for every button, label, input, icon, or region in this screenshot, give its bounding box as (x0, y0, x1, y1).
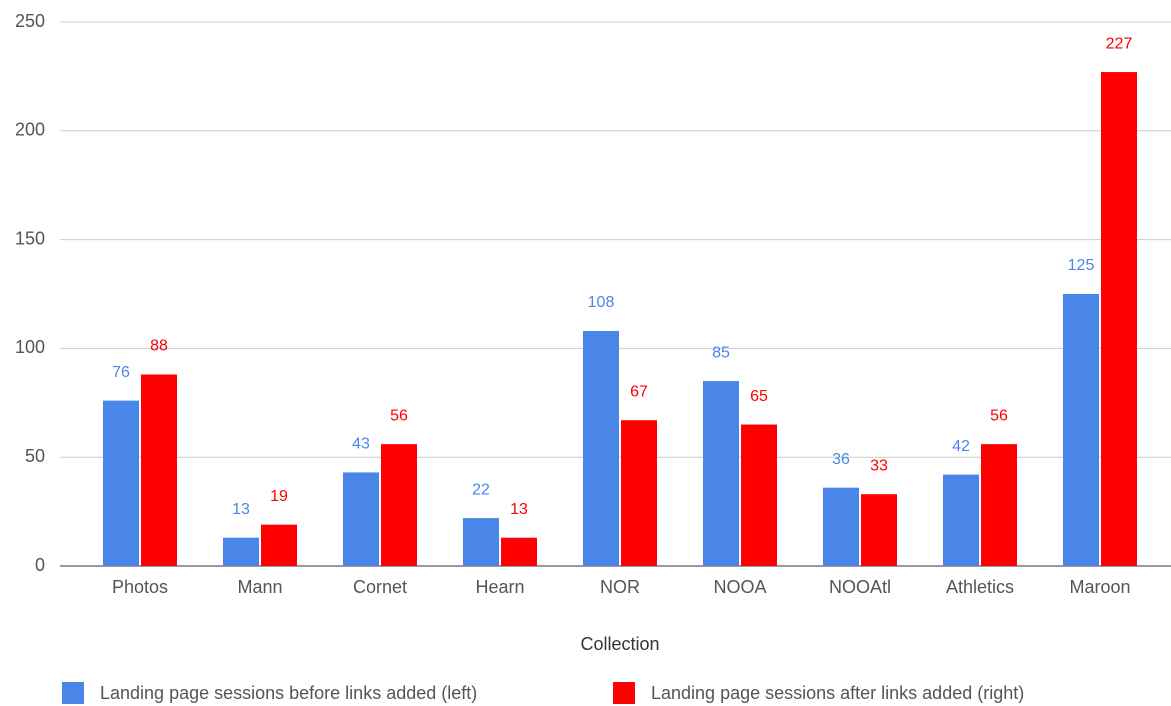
bar (943, 474, 979, 566)
data-label: 85 (712, 344, 730, 361)
data-label: 67 (630, 383, 648, 400)
x-tick-label: Photos (112, 577, 168, 597)
x-tick-label: NOOA (713, 577, 766, 597)
data-label: 227 (1106, 35, 1133, 52)
data-label: 43 (352, 436, 370, 453)
x-tick-label: Hearn (475, 577, 524, 597)
data-label: 36 (832, 451, 850, 468)
data-label: 42 (952, 438, 970, 455)
data-label: 33 (870, 457, 888, 474)
legend-swatch (613, 682, 635, 704)
bar (343, 472, 379, 566)
bar (981, 444, 1017, 566)
y-tick-label: 150 (15, 228, 45, 248)
bar (583, 330, 619, 566)
data-label: 65 (750, 388, 768, 405)
bar (501, 537, 537, 566)
bar (223, 537, 259, 566)
data-label: 88 (150, 338, 168, 355)
bar (463, 518, 499, 566)
x-axis-title: Collection (580, 634, 659, 654)
y-tick-label: 0 (35, 555, 45, 575)
data-label: 19 (270, 488, 288, 505)
x-tick-label: Athletics (946, 577, 1014, 597)
x-tick-label: Cornet (353, 577, 407, 597)
y-tick-label: 100 (15, 337, 45, 357)
bar (381, 444, 417, 566)
x-tick-label: NOOAtl (829, 577, 891, 597)
bar (1101, 72, 1137, 566)
bar (621, 420, 657, 566)
bar (103, 400, 139, 566)
bar (141, 374, 177, 566)
bar (823, 487, 859, 566)
data-label: 56 (390, 407, 408, 424)
x-tick-label: Mann (237, 577, 282, 597)
bar (741, 424, 777, 566)
x-tick-label: Maroon (1069, 577, 1130, 597)
data-label: 13 (232, 501, 250, 518)
y-tick-label: 250 (15, 11, 45, 31)
data-label: 108 (588, 294, 615, 311)
y-tick-label: 50 (25, 446, 45, 466)
data-label: 22 (472, 481, 490, 498)
bar (861, 494, 897, 566)
y-tick-label: 200 (15, 120, 45, 140)
bar (703, 381, 739, 566)
data-label: 76 (112, 364, 130, 381)
bar (261, 524, 297, 566)
data-label: 56 (990, 407, 1008, 424)
legend-label: Landing page sessions before links added… (100, 683, 477, 703)
x-tick-label: NOR (600, 577, 640, 597)
data-label: 13 (510, 501, 528, 518)
legend-swatch (62, 682, 84, 704)
data-label: 125 (1068, 257, 1095, 274)
legend-label: Landing page sessions after links added … (651, 683, 1024, 703)
bar (1063, 294, 1099, 566)
